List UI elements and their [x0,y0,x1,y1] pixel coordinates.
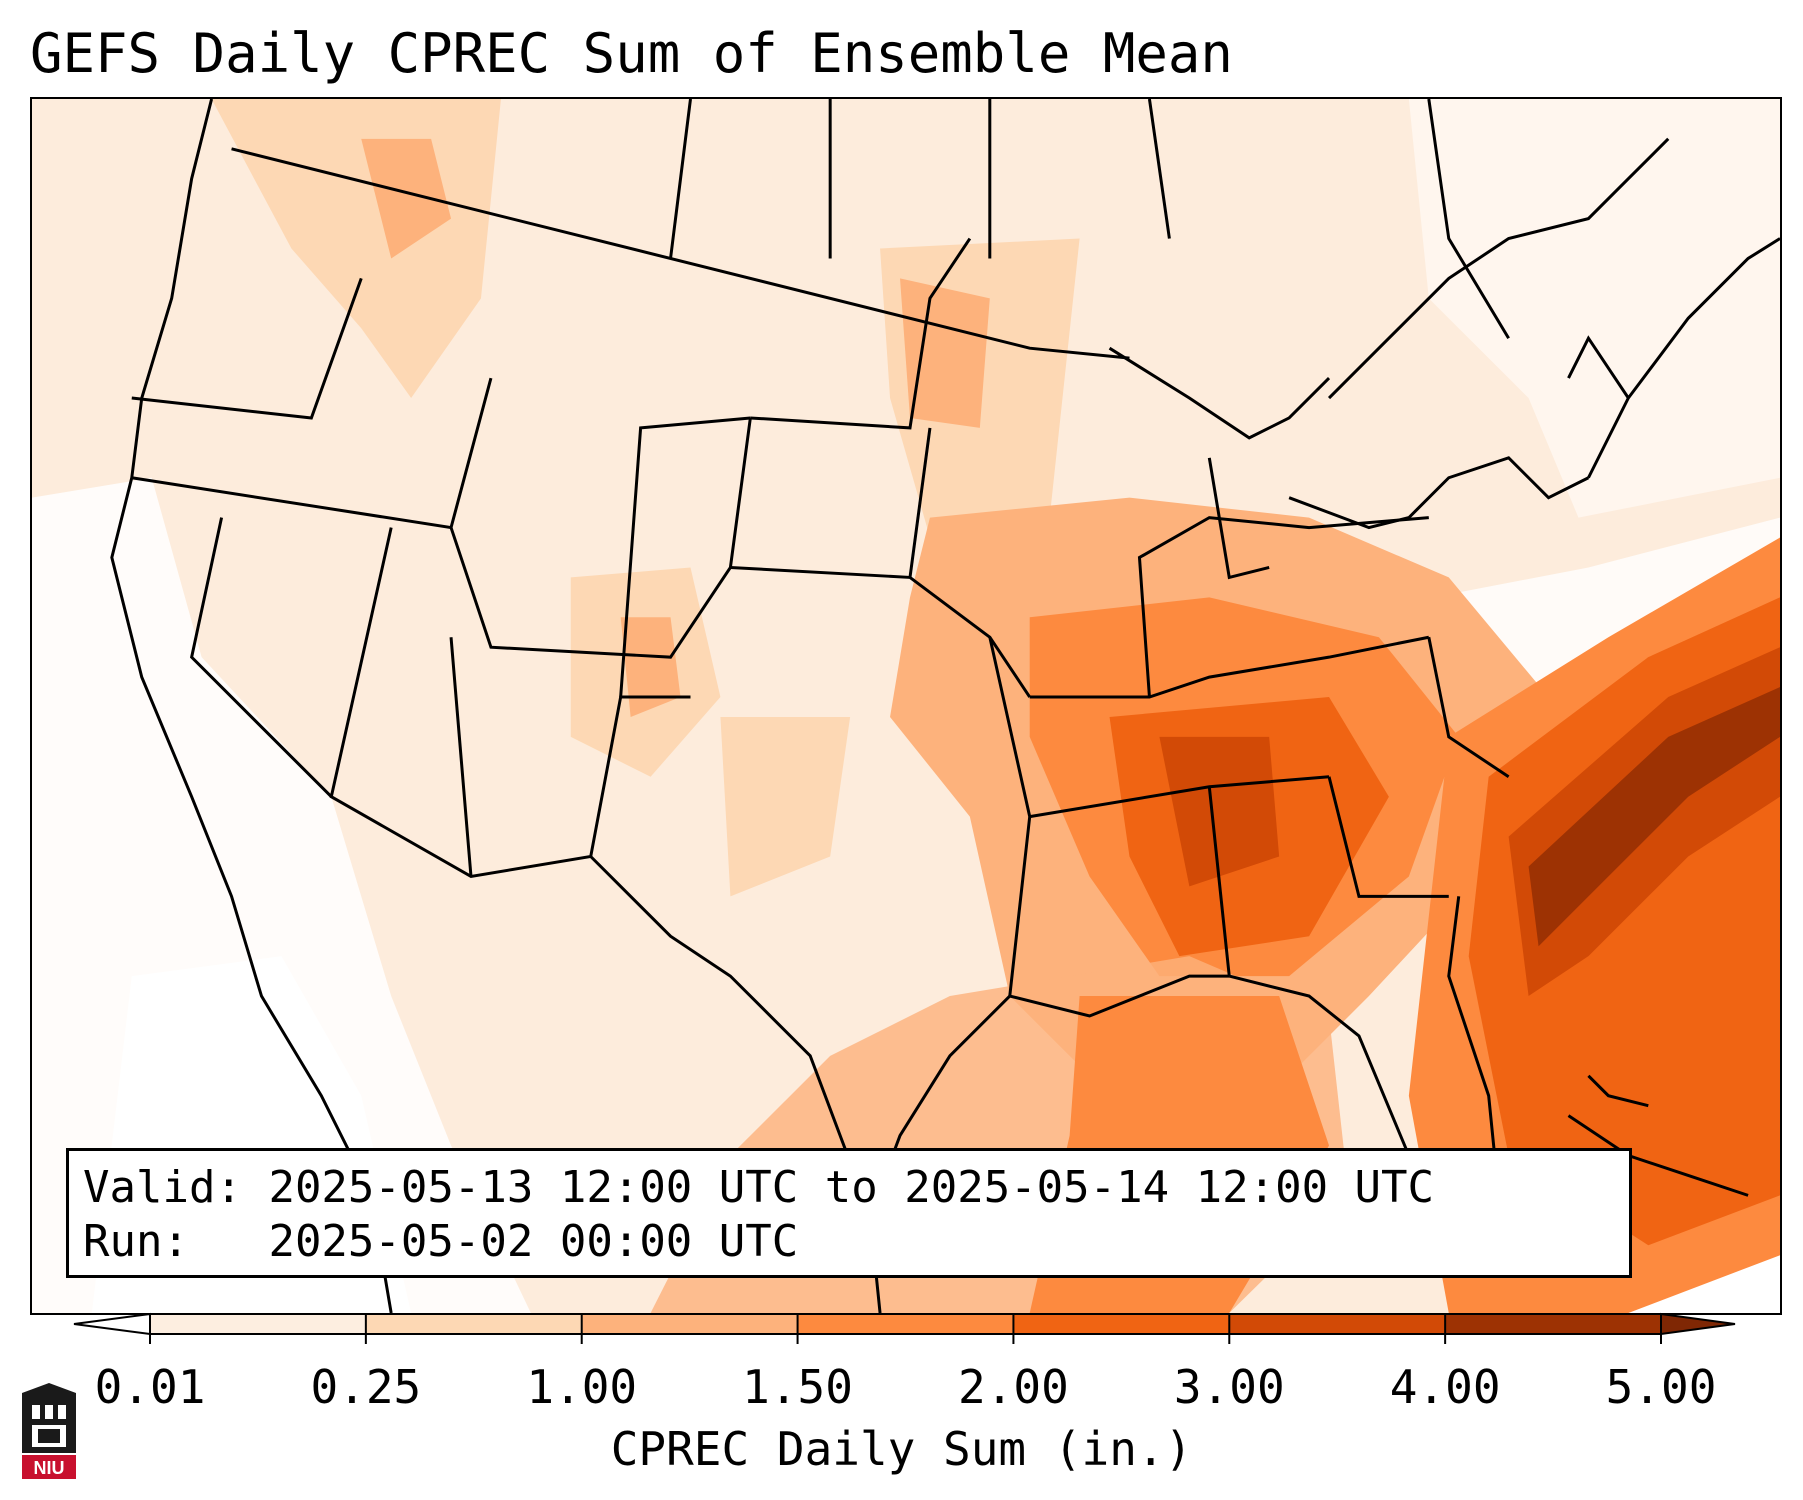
svg-text:NIU: NIU [34,1458,65,1478]
colorbar-segment [150,1314,367,1334]
colorbar-segment [1445,1314,1662,1334]
precip-none-northeast [1408,99,1780,518]
colorbar-ticks [149,1314,1662,1344]
run-label: Run: [83,1216,189,1267]
colorbar-tick-label: 5.00 [1605,1360,1717,1414]
colorbar-tick-label: 1.50 [742,1360,853,1414]
cuba [1567,1114,1749,1197]
colorbar-tick-label: 3.00 [1173,1360,1285,1414]
colorbar-extend-min [73,1312,151,1336]
map-title: GEFS Daily CPREC Sum of Ensemble Mean [30,22,1233,85]
colorbar-segments [150,1314,1662,1334]
boundaries [110,99,1780,1313]
precip-heaviest-atlantic [1528,687,1780,947]
valid-value: 2025-05-13 12:00 UTC to 2025-05-14 12:00… [268,1162,1435,1213]
colorbar-tick-label: 0.25 [310,1360,422,1414]
colorbar-label: CPREC Daily Sum (in.) [610,1422,1193,1476]
colorbar-tick-label: 2.00 [958,1360,1069,1414]
colorbar-tick-label: 0.01 [94,1360,206,1414]
valid-run-box: Valid: 2025-05-13 12:00 UTC to 2025-05-1… [66,1148,1632,1278]
colorbar-extend-max [1660,1312,1736,1336]
colorbar-segment [581,1314,799,1334]
colorbar-segment [1013,1314,1230,1334]
west-coast [110,99,393,1313]
niu-logo: NIU [22,1383,76,1479]
colorbar-tick-label: 1.00 [526,1360,638,1414]
precip-map [30,97,1782,1315]
valid-label: Valid: [83,1162,242,1213]
colorbar-tick-label: 4.00 [1389,1360,1501,1414]
run-value: 2025-05-02 00:00 UTC [268,1216,799,1267]
colorbar-segment [797,1314,1014,1334]
colorbar-segment [365,1314,583,1334]
great-lakes-north [1108,346,1331,440]
canada-border [231,147,1130,360]
colorbar-segment [1229,1314,1446,1334]
